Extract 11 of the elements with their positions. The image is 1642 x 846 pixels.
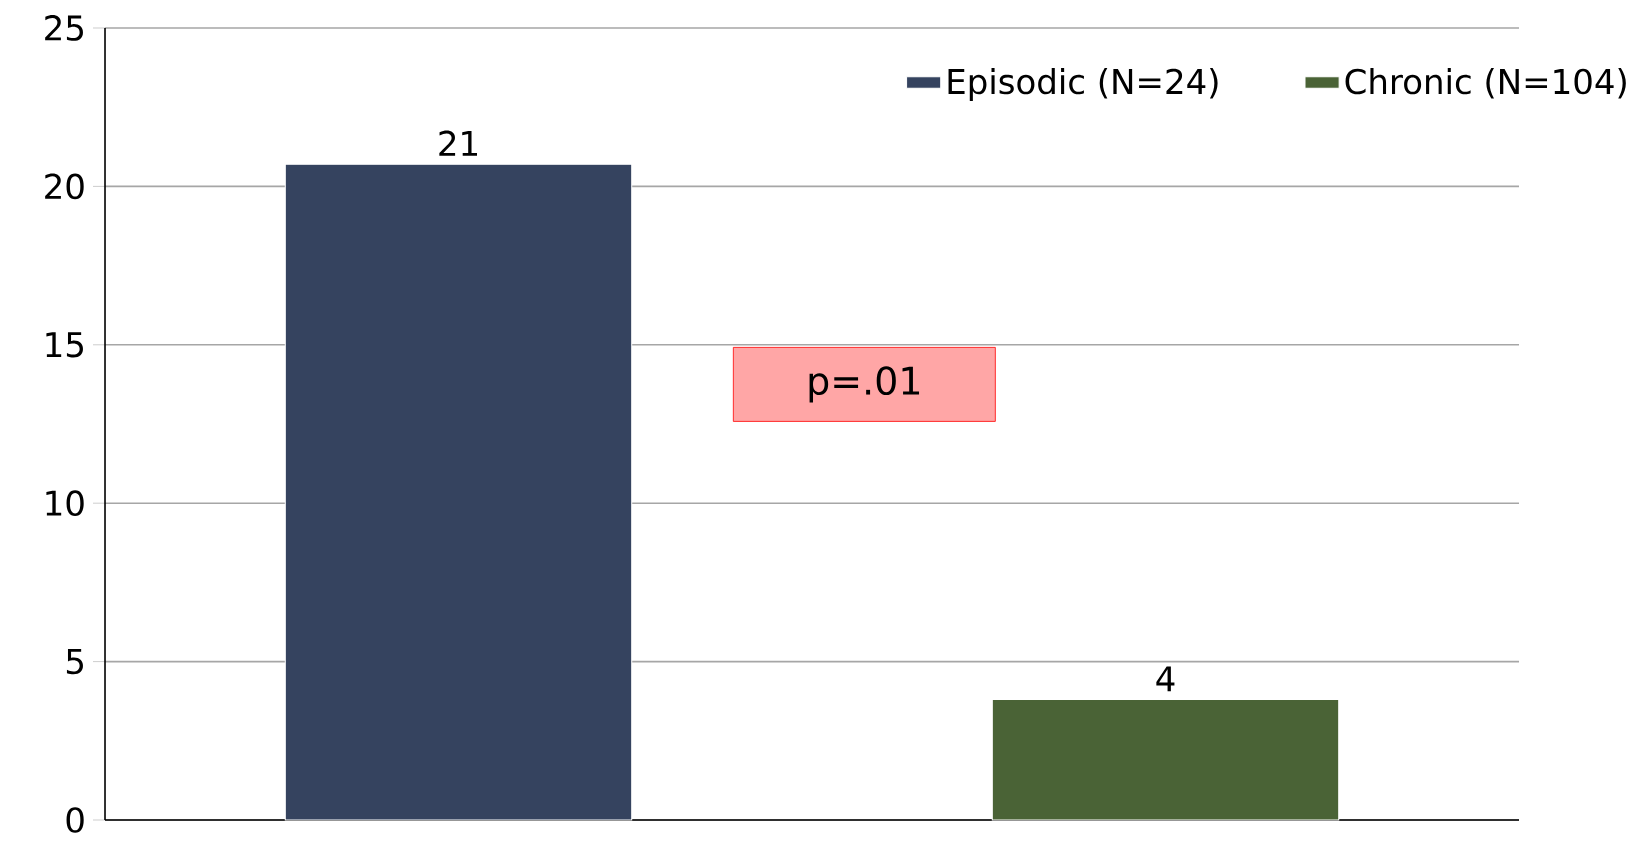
- y-tick-label: 20: [45, 173, 84, 200]
- y-tick-label: 5: [66, 649, 83, 675]
- y-tick-label: 15: [46, 332, 83, 358]
- annotation: p=.01: [809, 366, 920, 403]
- y-tick-label: 10: [46, 490, 84, 517]
- y-tick-label: 0: [66, 807, 84, 833]
- legend-label: Chronic (N=104): [1345, 68, 1626, 99]
- data-label: 21: [439, 130, 478, 156]
- legend-label: Episodic (N=24): [948, 68, 1218, 102]
- y-tick-label: 25: [45, 15, 83, 41]
- data-label: 4: [1156, 666, 1175, 692]
